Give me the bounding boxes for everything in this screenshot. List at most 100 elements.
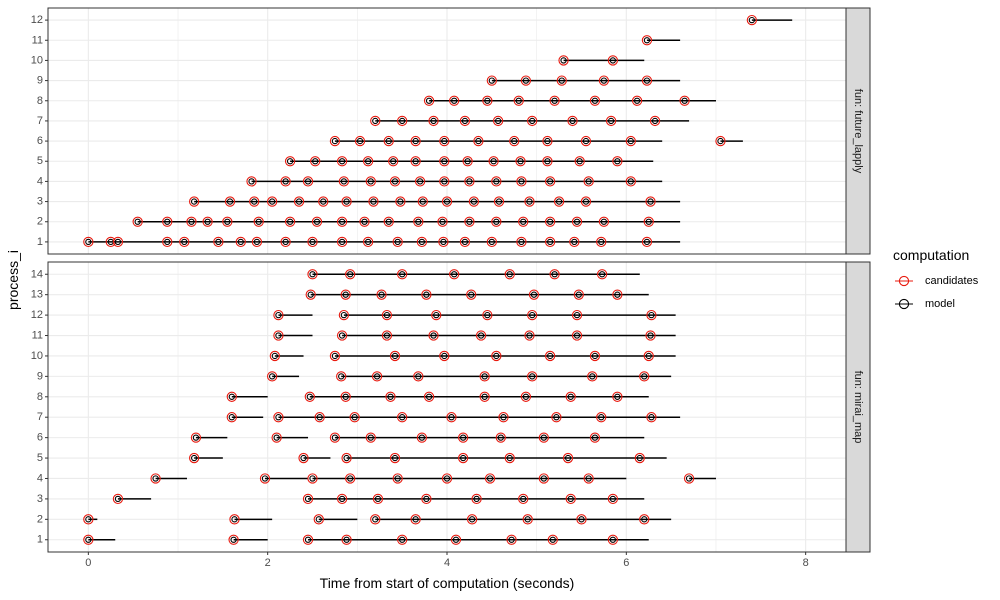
candidates-point: [583, 473, 594, 484]
candidates-point: [596, 412, 607, 423]
model-point: [306, 393, 313, 400]
candidates-point: [389, 350, 401, 362]
model-point: [269, 373, 276, 380]
candidates-point: [518, 493, 529, 505]
candidates-point: [495, 432, 506, 443]
candidates-point: [641, 35, 653, 46]
model-point: [364, 238, 372, 246]
candidates-point: [438, 236, 449, 248]
model-point: [191, 198, 198, 205]
candidates-point: [338, 309, 350, 321]
model-point: [551, 271, 558, 278]
model-point: [251, 198, 258, 205]
candidates-point: [459, 115, 471, 127]
candidates-point: [410, 156, 421, 167]
model-point: [717, 137, 724, 145]
candidates-point: [625, 135, 636, 147]
model-point: [493, 178, 500, 185]
candidates-point: [397, 269, 408, 280]
candidates-point: [229, 514, 240, 525]
candidates-point: [562, 452, 574, 464]
model-point: [633, 97, 641, 104]
model-point: [526, 198, 533, 205]
y-tick-label: 11: [32, 330, 43, 342]
model-point: [609, 536, 617, 543]
model-point: [459, 454, 467, 462]
candidates-point: [446, 412, 457, 423]
model-point: [459, 434, 467, 441]
candidates-point: [280, 236, 291, 248]
candidates-point: [421, 289, 432, 300]
candidates-point: [336, 330, 348, 341]
y-tick-label: 12: [31, 14, 43, 26]
candidates-point: [370, 115, 381, 127]
model-point: [164, 238, 171, 246]
candidates-point: [598, 75, 610, 86]
model-point: [589, 373, 596, 380]
candidates-point: [504, 269, 515, 280]
model-point: [477, 332, 485, 339]
candidates-point: [612, 156, 623, 167]
model-point: [397, 198, 404, 205]
model-point: [614, 158, 621, 165]
model-point: [224, 218, 231, 225]
candidates-point: [486, 236, 497, 248]
candidates-point: [280, 176, 291, 187]
candidates-point: [544, 216, 556, 227]
model-point: [600, 77, 608, 84]
candidates-point: [524, 330, 535, 341]
candidates-point: [421, 493, 432, 505]
model-point: [430, 117, 437, 125]
model-point: [309, 271, 316, 278]
candidates-point: [449, 269, 460, 280]
model-point: [373, 373, 381, 380]
model-point: [253, 238, 261, 246]
y-tick-label: 1: [37, 534, 43, 546]
candidates-point: [414, 176, 426, 187]
model-point: [367, 434, 374, 441]
model-point: [493, 352, 500, 360]
candidates-point: [370, 514, 381, 525]
model-point: [600, 218, 608, 225]
candidates-point: [462, 156, 473, 167]
candidates-point: [439, 135, 450, 147]
candidates-point: [441, 473, 453, 484]
y-tick-label: 3: [37, 196, 43, 208]
model-point: [415, 373, 422, 380]
candidates-point: [202, 216, 213, 227]
candidates-point: [587, 371, 598, 382]
model-point: [470, 198, 478, 205]
candidates-point: [484, 473, 496, 484]
candidates-point: [336, 493, 348, 505]
candidates-point: [509, 135, 520, 147]
model-point: [641, 516, 648, 523]
candidates-point: [641, 75, 653, 86]
model-point: [351, 414, 358, 421]
candidates-point: [715, 135, 726, 147]
candidates-point: [538, 432, 549, 443]
candidates-point: [311, 216, 323, 227]
model-point: [312, 158, 319, 165]
candidates-point: [190, 432, 202, 443]
model-point: [378, 291, 385, 298]
candidates-point: [580, 196, 592, 207]
candidates-point: [574, 156, 585, 167]
candidates-point: [318, 196, 329, 207]
model-point: [484, 311, 491, 319]
model-point: [275, 311, 282, 319]
candidates-point: [362, 156, 374, 167]
candidates-point: [589, 95, 601, 106]
model-point: [452, 536, 460, 543]
candidates-point: [132, 216, 143, 227]
candidates-point: [565, 391, 576, 402]
candidates-point: [224, 196, 236, 207]
model-point: [451, 271, 458, 278]
candidates-point: [293, 196, 305, 207]
model-point: [645, 352, 652, 360]
model-point: [573, 332, 581, 339]
model-point: [448, 414, 455, 421]
model-point: [549, 536, 556, 543]
model-point: [490, 158, 497, 165]
candidates-point: [428, 115, 439, 127]
